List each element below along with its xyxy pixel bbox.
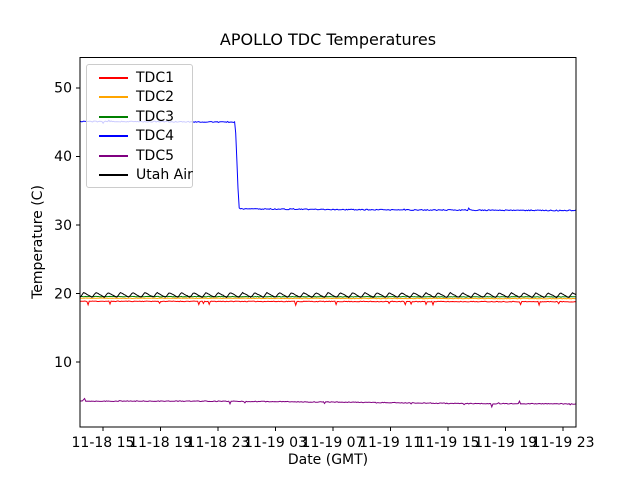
x-tick-label: 11-19 07 — [302, 435, 365, 451]
tdc2-line-swatch — [99, 96, 128, 99]
legend-entry-tdc5: TDC5 — [99, 146, 192, 166]
y-axis-label: Temperature (C) — [30, 185, 46, 299]
axes-frame — [79, 57, 577, 428]
legend-entry-tdc2: TDC2 — [99, 88, 192, 108]
tdc4-line-swatch — [99, 135, 128, 138]
legend-entry-tdc3: TDC3 — [99, 107, 192, 127]
tdc3-line-swatch — [99, 115, 128, 118]
x-tick-label: 11-19 03 — [244, 435, 307, 451]
series-line-tdc1 — [80, 300, 576, 307]
legend-label: TDC2 — [136, 89, 175, 106]
legend-label: Utah Air — [136, 167, 193, 184]
y-tick-label: 10 — [54, 355, 72, 371]
legend: TDC1 TDC2 TDC3 TDC4 TDC5 Utah Air — [86, 64, 193, 188]
legend-label: TDC1 — [136, 69, 175, 86]
x-tick-label: 11-19 15 — [417, 435, 480, 451]
x-tick-label: 11-18 15 — [72, 435, 135, 451]
tdc1-line-swatch — [99, 76, 128, 79]
x-tick-label: 11-18 23 — [187, 435, 250, 451]
chart-title: APOLLO TDC Temperatures — [219, 30, 437, 49]
tdc5-line-swatch — [99, 154, 128, 157]
x-axis-label: Date (GMT) — [287, 452, 369, 468]
series-line-tdc5 — [80, 397, 576, 409]
y-tick-label: 50 — [54, 81, 72, 97]
y-tick-label: 40 — [54, 149, 72, 165]
series-line-tdc2 — [80, 297, 576, 300]
legend-label: TDC5 — [136, 147, 175, 164]
legend-entry-tdc4: TDC4 — [99, 127, 192, 147]
legend-entry-utah-air: Utah Air — [99, 166, 193, 186]
x-tick-label: 11-19 23 — [532, 435, 595, 451]
y-tick-label: 20 — [54, 286, 72, 302]
x-tick-label: 11-19 19 — [474, 435, 537, 451]
series-line-utah-air — [80, 291, 576, 299]
series-line-tdc3 — [80, 295, 576, 298]
utah-air-line-swatch — [99, 174, 128, 177]
x-tick-label: 11-19 11 — [359, 435, 422, 451]
x-tick-label: 11-18 19 — [129, 435, 192, 451]
legend-label: TDC4 — [136, 128, 175, 145]
y-tick-label: 30 — [54, 218, 72, 234]
legend-label: TDC3 — [136, 108, 175, 125]
legend-entry-tdc1: TDC1 — [99, 68, 192, 88]
